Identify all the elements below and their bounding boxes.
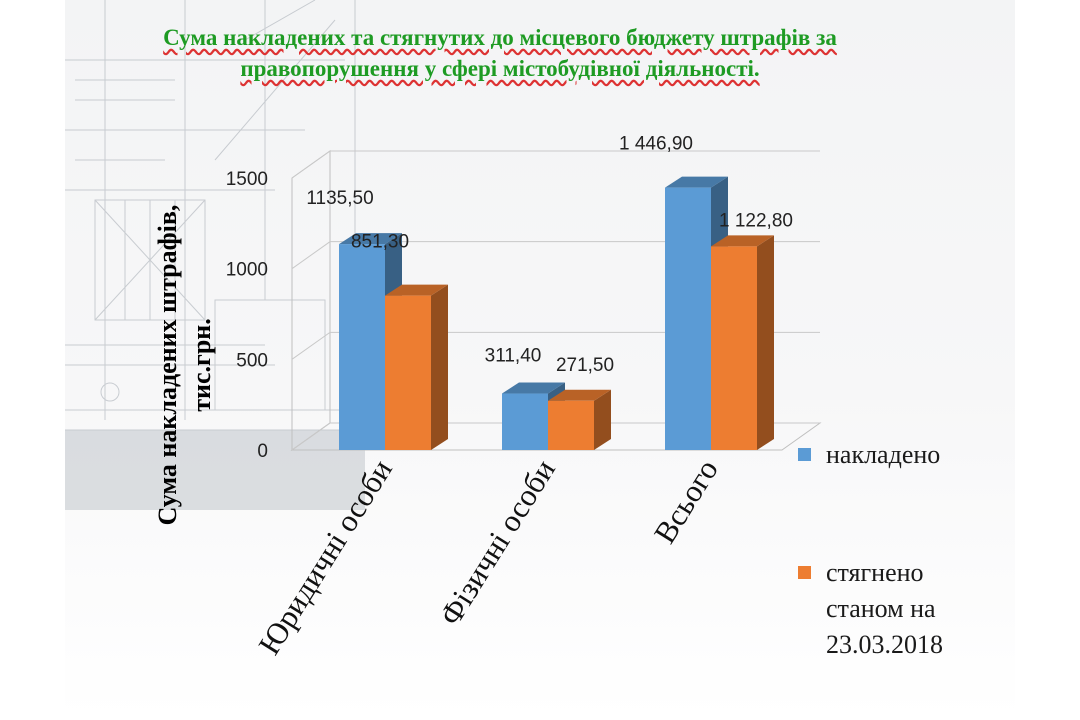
data-label: 271,50 (556, 355, 614, 376)
category-label: Фізичні особи (432, 453, 562, 631)
legend-label: стягнено (826, 558, 924, 587)
y-tick-label: 0 (257, 441, 268, 462)
slide-background (65, 0, 1015, 720)
legend-swatch (798, 566, 811, 579)
bar-top (548, 389, 611, 401)
blueprint-background-image (65, 0, 365, 510)
bar-collected (385, 295, 431, 450)
bar-side (757, 235, 774, 450)
bar-top (711, 235, 774, 247)
slide-title: Сума накладених та стягнутих до місцевог… (163, 25, 837, 81)
data-label: 1135,50 (306, 188, 373, 209)
category-label: Юридичні особи (251, 453, 399, 660)
bar-side (431, 284, 448, 450)
bar-collected (548, 400, 594, 450)
gridline (291, 331, 820, 360)
category-label: Всього (647, 453, 725, 549)
data-label: 311,40 (485, 346, 542, 367)
legend-label: станом на (826, 594, 936, 623)
bar-side (594, 389, 611, 450)
y-tick-label: 1500 (226, 169, 268, 190)
bar-collected (711, 246, 757, 450)
data-label: 851,30 (351, 232, 409, 253)
gridline (291, 150, 820, 179)
bar-top (665, 176, 728, 188)
bar-top (339, 233, 402, 245)
y-tick-label: 500 (236, 350, 268, 371)
y-tick-label: 1000 (226, 260, 268, 281)
legend-swatch (798, 448, 811, 461)
legend-label: 23.03.2018 (826, 630, 943, 659)
bar-imposed (502, 393, 548, 450)
gridline (291, 241, 820, 270)
bar-top (502, 382, 565, 394)
bar-imposed (339, 244, 385, 450)
legend-label: накладено (826, 440, 941, 469)
gridline (291, 422, 820, 451)
bar-imposed (665, 187, 711, 451)
bar-top (385, 284, 448, 296)
data-label: 1 122,80 (719, 210, 793, 231)
data-label: 1 446,90 (619, 134, 693, 155)
